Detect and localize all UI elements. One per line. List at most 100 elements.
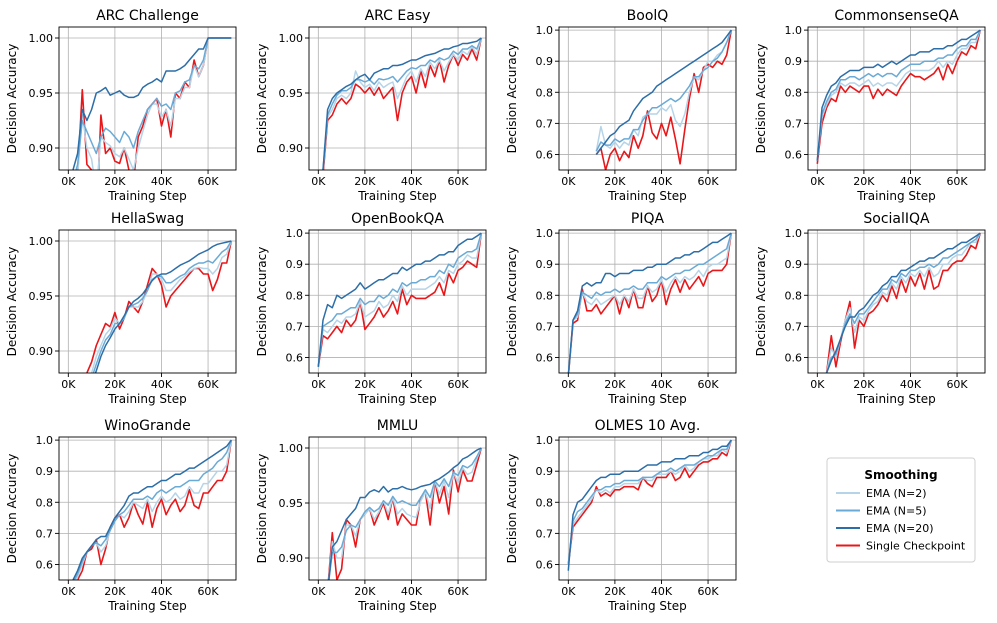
chart-arc-challenge-xtick-label-3: 60K [197,175,219,188]
chart-arc-easy-series-single [322,37,483,170]
chart-commonsenseqa-xtick-label-3: 60K [946,175,968,188]
chart-mmlu-ytick-label-0: 0.90 [279,552,304,565]
chart-piqa-xtick-label-2: 40K [651,378,673,391]
chart-openbookqa-xtick-label-1: 20K [354,378,376,391]
chart-openbookqa-ytick-label-0: 0.6 [286,351,304,364]
chart-boolq-frame [558,26,737,171]
chart-winogrande-series-ema5 [73,439,233,580]
chart-hellaswag: 0K 20K 40K 60K 0.90 0.95 1.00 HellaSwag Training… [5,211,237,406]
chart-openbookqa-xtick-label-0: 0K [311,378,326,391]
chart-hellaswag-ytick-label-2: 1.00 [29,235,54,248]
chart-arc-easy-title: ARC Easy [365,8,431,24]
chart-boolq-ytick-label-0: 0.6 [536,148,554,161]
chart-arc-challenge-xtick-label-1: 20K [104,175,126,188]
chart-hellaswag-xtick-label-2: 40K [151,378,173,391]
chart-arc-easy-xtick-label-2: 40K [401,175,423,188]
chart-piqa-ytick-label-4: 1.0 [536,227,554,240]
chart-socialiqa-series-ema5 [825,232,981,373]
chart-piqa-frame [558,229,737,374]
chart-commonsenseqa-series-ema2 [816,29,982,161]
chart-socialiqa-ytick-label-4: 1.0 [785,227,803,240]
chart-arc-challenge-xtick-label-2: 40K [151,175,173,188]
chart-commonsenseqa-xlabel: Training Step [856,189,936,203]
chart-mmlu-frame [308,436,487,581]
legend-label-ema20: EMA (N=20) [866,522,934,535]
chart-winogrande-series-single [76,439,233,580]
chart-arc-challenge-frame [58,26,237,171]
chart-commonsenseqa-ylabel: Decision Accuracy [754,44,768,154]
chart-boolq-xtick-label-3: 60K [697,175,719,188]
legend-label-ema5: EMA (N=5) [866,505,927,518]
chart-arc-easy-xlabel: Training Step [357,189,437,203]
chart-socialiqa-xtick-label-3: 60K [946,378,968,391]
chart-olmes-10-avg-frame [558,436,737,581]
chart-winogrande: 0K 20K 40K 60K 0.6 0.7 0.8 0.9 1.0 WinoGrande Trai… [5,418,237,613]
chart-openbookqa-frame [308,229,487,374]
chart-arc-easy-ytick-label-1: 0.95 [279,87,304,100]
chart-winogrande-frame [58,436,237,581]
chart-arc-challenge-xlabel: Training Step [107,189,187,203]
chart-hellaswag-ytick-label-1: 0.95 [29,290,54,303]
chart-piqa-xtick-label-0: 0K [561,378,576,391]
chart-mmlu-series-ema5 [328,447,482,580]
chart-boolq-ytick-label-1: 0.7 [536,117,554,130]
chart-olmes-10-avg-ylabel: Decision Accuracy [505,454,519,564]
chart-socialiqa-xtick-label-0: 0K [810,378,825,391]
chart-hellaswag-frame [58,229,237,374]
chart-openbookqa-xtick-label-2: 40K [401,378,423,391]
chart-arc-easy-series-ema2 [322,37,483,170]
chart-openbookqa-xlabel: Training Step [357,392,437,406]
chart-boolq-xtick-label-2: 40K [651,175,673,188]
chart-hellaswag-ytick-label-0: 0.90 [29,345,54,358]
chart-winogrande-ylabel: Decision Accuracy [5,454,19,564]
chart-socialiqa-ytick-label-2: 0.8 [785,289,803,302]
chart-boolq-xtick-label-0: 0K [561,175,576,188]
chart-openbookqa-ytick-label-2: 0.8 [286,289,304,302]
subplot-grid: 0K 20K 40K 60K 0.90 0.95 1.00 ARC Challenge Trai… [5,8,986,613]
chart-hellaswag-xlabel: Training Step [107,392,187,406]
chart-openbookqa-series-ema20 [317,232,482,367]
chart-commonsenseqa-ytick-label-2: 0.8 [785,86,803,99]
chart-olmes-10-avg-ytick-label-1: 0.7 [536,527,554,540]
chart-arc-easy-ylabel: Decision Accuracy [255,44,269,154]
chart-winogrande-xlabel: Training Step [107,599,187,613]
chart-piqa-series-ema20 [567,232,732,373]
chart-arc-challenge-ytick-label-0: 0.90 [29,142,54,155]
chart-commonsenseqa-frame [807,26,986,171]
chart-winogrande-xtick-label-3: 60K [197,585,219,598]
chart-socialiqa-ylabel: Decision Accuracy [754,247,768,357]
chart-boolq-ytick-label-4: 1.0 [536,24,554,37]
chart-commonsenseqa-series-ema5 [816,29,981,161]
chart-commonsenseqa-ytick-label-1: 0.7 [785,117,803,130]
chart-arc-challenge: 0K 20K 40K 60K 0.90 0.95 1.00 ARC Challenge Trai… [5,8,237,203]
chart-olmes-10-avg-series-ema5 [567,439,732,565]
chart-arc-challenge-series-ema20 [72,37,232,170]
chart-socialiqa: 0K 20K 40K 60K 0.6 0.7 0.8 0.9 1.0 SocialIQA Train… [754,211,986,406]
chart-openbookqa-series-ema5 [317,232,483,367]
chart-arc-easy-xtick-label-0: 0K [311,175,326,188]
chart-socialiqa-xlabel: Training Step [856,392,936,406]
chart-boolq-ylabel: Decision Accuracy [505,44,519,154]
chart-boolq-ytick-label-3: 0.9 [536,55,554,68]
chart-piqa-xlabel: Training Step [607,392,687,406]
chart-winogrande-ytick-label-3: 0.9 [36,465,54,478]
legend-entries: EMA (N=2) EMA (N=5) EMA (N=20) Single Check… [836,487,966,553]
chart-boolq-series-ema20 [595,29,732,155]
legend-label-ema2: EMA (N=2) [866,487,927,500]
chart-hellaswag-series-ema2 [90,240,233,373]
chart-arc-challenge-series-ema2 [77,37,232,170]
chart-commonsenseqa-xtick-label-0: 0K [810,175,825,188]
chart-piqa: 0K 20K 40K 60K 0.6 0.7 0.8 0.9 1.0 PIQA Training S… [505,211,737,406]
chart-hellaswag-xtick-label-0: 0K [61,378,76,391]
chart-winogrande-xtick-label-2: 40K [151,585,173,598]
chart-olmes-10-avg: 0K 20K 40K 60K 0.6 0.7 0.8 0.9 1.0 OLMES 10 Avg. T… [505,418,737,613]
chart-piqa-ytick-label-0: 0.6 [536,351,554,364]
chart-arc-easy-ytick-label-0: 0.90 [279,142,304,155]
chart-piqa-ytick-label-2: 0.8 [536,289,554,302]
chart-boolq-series-ema5 [595,29,733,152]
chart-winogrande-title: WinoGrande [104,418,190,434]
chart-boolq: 0K 20K 40K 60K 0.6 0.7 0.8 0.9 1.0 BoolQ Training … [505,8,737,203]
chart-boolq-ytick-label-2: 0.8 [536,86,554,99]
chart-winogrande-xtick-label-0: 0K [61,585,76,598]
chart-commonsenseqa-ytick-label-3: 0.9 [785,55,803,68]
